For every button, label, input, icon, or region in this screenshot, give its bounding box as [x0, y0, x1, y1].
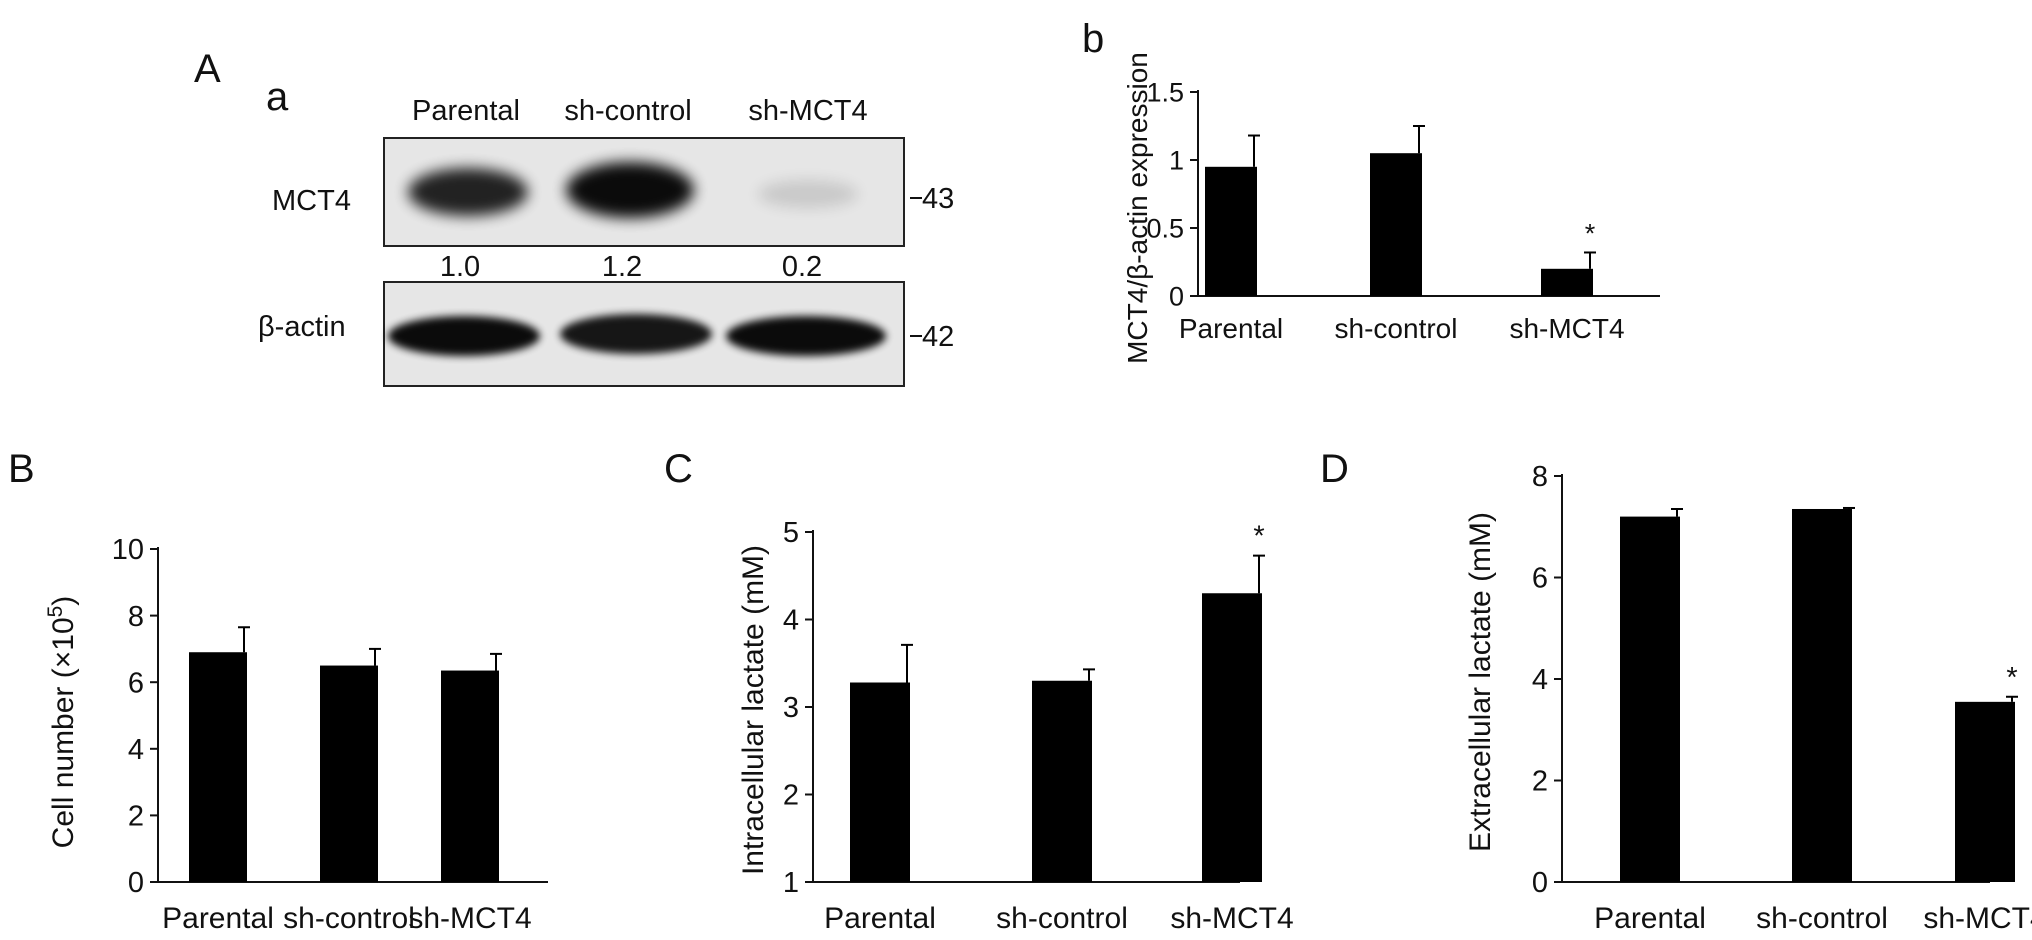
y-axis-label: MCT4/β-actin expression [1122, 52, 1153, 364]
y-tick-label: 1 [1169, 145, 1184, 175]
panel-label-B: B [8, 447, 35, 491]
significance-marker: * [2006, 662, 2017, 694]
y-tick-label: 1.5 [1146, 77, 1184, 107]
x-tick-label: sh-MCT4 [408, 902, 531, 935]
actin-size-label: 42 [922, 321, 954, 353]
mct4-ratio-sh-mct4: 0.2 [782, 251, 822, 283]
y-tick-label: 8 [128, 601, 144, 633]
panel-label-a: a [266, 75, 289, 119]
y-tick-label: 0 [1169, 281, 1184, 311]
actin-blot-strip [383, 281, 905, 387]
bar [1792, 508, 1852, 882]
actin-band [560, 314, 712, 354]
actin-band [388, 316, 540, 356]
x-tick-label: sh-MCT4 [1923, 902, 2032, 935]
y-tick-label: 0.5 [1146, 213, 1184, 243]
chart-d: 0 2 4 6 8 Parental sh-control * sh-MCT4 Extracell… [1464, 461, 2032, 935]
x-tick-label: sh-control [1335, 313, 1458, 344]
y-tick-label: 4 [783, 605, 799, 637]
bar [189, 652, 247, 882]
y-tick-label: 2 [783, 780, 799, 812]
mct4-ratio-parental: 1.0 [440, 251, 480, 283]
bar [1620, 516, 1680, 882]
bar [441, 670, 499, 882]
x-tick-label: sh-control [1756, 902, 1888, 935]
bar [1955, 701, 2015, 882]
western-blot: Parental sh-control sh-MCT4 MCT4 43 1.0 … [258, 95, 954, 387]
y-tick-label: 1 [783, 867, 799, 899]
panel-label-C: C [664, 447, 693, 491]
mct4-blot-strip [383, 137, 905, 247]
y-tick-label: 0 [128, 867, 144, 899]
mct4-band [566, 162, 694, 218]
bar [1205, 166, 1257, 296]
x-tick-label: sh-MCT4 [1509, 313, 1624, 344]
x-tick-label: sh-MCT4 [1170, 902, 1293, 935]
y-axis-label: Extracellular lactate (mM) [1464, 512, 1497, 852]
panel-label-A: A [194, 47, 221, 91]
mct4-ratio-sh-control: 1.2 [602, 251, 642, 283]
y-tick-label: 3 [783, 692, 799, 724]
blot-lane-label-sh-control: sh-control [564, 95, 691, 127]
y-tick-label: 4 [128, 734, 144, 766]
y-tick-label: 10 [112, 534, 144, 566]
y-tick-label: 2 [128, 801, 144, 833]
bar [1541, 268, 1593, 296]
y-tick-label: 6 [128, 667, 144, 699]
chart-ab: 0 0.5 1 1.5 Parental sh-control * sh-MCT4 MCT4/β… [1122, 52, 1660, 364]
y-tick-label: 4 [1532, 664, 1548, 696]
y-axis-label: Intracellular lactate (mM) [737, 545, 770, 875]
y-axis-label: Cell number (×105) [44, 596, 80, 849]
mct4-band [758, 180, 858, 208]
blot-lane-label-sh-mct4: sh-MCT4 [748, 95, 867, 127]
panel-label-b: b [1082, 17, 1104, 61]
x-tick-label: Parental [162, 902, 274, 935]
bar [1370, 153, 1422, 296]
x-tick-label: sh-control [283, 902, 415, 935]
bar [320, 665, 378, 882]
significance-marker: * [1253, 521, 1264, 553]
x-tick-label: Parental [824, 902, 936, 935]
blot-lane-label-parental: Parental [412, 95, 520, 127]
actin-row-label: β-actin [258, 311, 346, 343]
x-tick-label: sh-control [996, 902, 1128, 935]
significance-marker: * [1585, 218, 1596, 248]
bar [850, 682, 910, 882]
chart-c: 1 2 3 4 5 Parental sh-control * sh-MCT4 Intracell… [737, 517, 1294, 935]
y-tick-label: 5 [783, 517, 799, 549]
y-tick-label: 6 [1532, 563, 1548, 595]
y-tick-label: 0 [1532, 867, 1548, 899]
panel-label-D: D [1320, 447, 1349, 491]
bar [1202, 593, 1262, 882]
bar-charts: 0 0.5 1 1.5 Parental sh-control * sh-MCT4 MCT4/β… [44, 52, 2032, 935]
y-tick-label: 8 [1532, 461, 1548, 493]
mct4-row-label: MCT4 [272, 185, 351, 217]
y-tick-label: 2 [1532, 766, 1548, 798]
mct4-band [408, 168, 528, 216]
x-tick-label: Parental [1594, 902, 1706, 935]
mct4-size-label: 43 [922, 183, 954, 215]
x-tick-label: Parental [1179, 313, 1283, 344]
bar [1032, 680, 1092, 882]
actin-band [726, 316, 886, 356]
